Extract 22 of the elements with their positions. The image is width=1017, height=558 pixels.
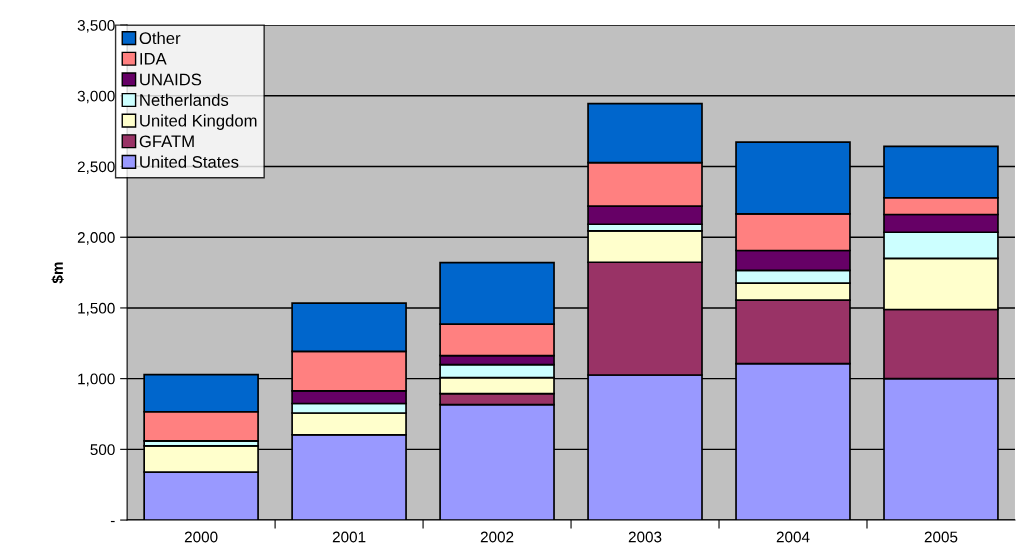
y-tick-label: 3,000 xyxy=(77,90,115,104)
x-tick-label: 2005 xyxy=(924,531,958,543)
y-tick-label: 2,000 xyxy=(77,232,115,245)
y-tick-label: 1,500 xyxy=(78,302,115,316)
y-tick-label: - xyxy=(110,520,115,523)
x-tick-label: 2001 xyxy=(332,531,366,543)
y-tick-label: 1,000 xyxy=(78,373,115,387)
legend-label: Netherlands xyxy=(140,93,229,106)
y-tick-label: 2,500 xyxy=(77,161,115,175)
y-tick-label: 3,500 xyxy=(77,19,115,33)
y-axis-title: $m xyxy=(51,262,64,284)
x-tick-label: 2000 xyxy=(184,531,218,543)
legend-label: United States xyxy=(140,155,239,168)
legend-label: GFATM xyxy=(139,135,194,148)
y-tick-label: 500 xyxy=(90,444,115,456)
legend-label: United Kingdom xyxy=(140,114,257,130)
x-tick-label: 2003 xyxy=(628,531,662,543)
legend-label: UNAIDS xyxy=(140,73,202,86)
legend-label: Other xyxy=(139,31,181,45)
x-tick-label: 2004 xyxy=(776,531,810,543)
x-tick-label: 2002 xyxy=(480,531,514,543)
legend-label: IDA xyxy=(140,53,167,65)
